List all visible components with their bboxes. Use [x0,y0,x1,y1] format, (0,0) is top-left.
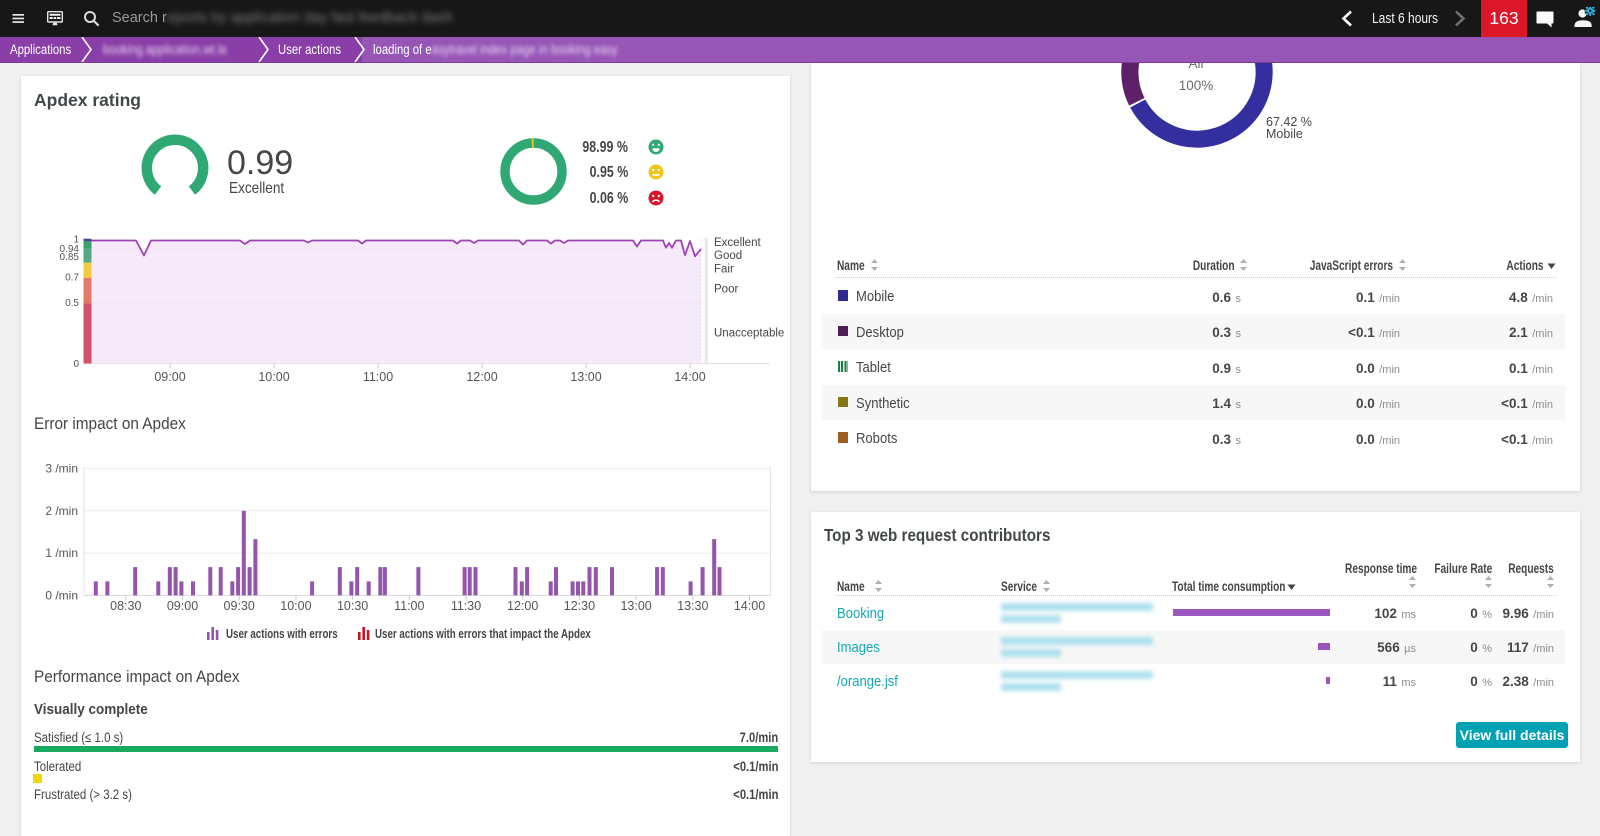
svg-text:Poor: Poor [714,284,738,296]
svg-text:11:00: 11:00 [394,599,424,613]
svg-text:12:30: 12:30 [564,599,595,613]
svg-text:10:00: 10:00 [280,599,311,613]
svg-text:14:00: 14:00 [674,370,705,384]
svg-text:0: 0 [73,359,79,370]
svg-text:Excellent: Excellent [714,237,761,249]
svg-text:11:00: 11:00 [363,370,393,384]
svg-text:12:00: 12:00 [507,599,538,613]
svg-text:Unacceptable: Unacceptable [714,328,784,340]
svg-text:09:00: 09:00 [154,370,185,384]
svg-text:0 /min: 0 /min [45,588,78,602]
svg-text:11:30: 11:30 [451,599,481,613]
svg-text:1: 1 [73,235,79,246]
svg-text:14:00: 14:00 [734,599,765,613]
svg-text:09:30: 09:30 [224,599,255,613]
svg-text:Good: Good [714,250,742,262]
svg-text:09:00: 09:00 [167,599,198,613]
svg-text:2 /min: 2 /min [45,504,78,518]
svg-text:0.94: 0.94 [60,244,80,255]
svg-text:13:30: 13:30 [677,599,708,613]
svg-text:08:30: 08:30 [110,599,141,613]
svg-text:13:00: 13:00 [620,599,651,613]
svg-text:12:00: 12:00 [466,370,497,384]
svg-text:10:30: 10:30 [337,599,368,613]
svg-text:3 /min: 3 /min [45,462,78,476]
svg-text:0.85: 0.85 [60,252,80,263]
svg-text:13:00: 13:00 [570,370,601,384]
svg-text:Fair: Fair [714,264,734,276]
svg-text:0.5: 0.5 [65,298,79,309]
svg-text:10:00: 10:00 [258,370,289,384]
svg-text:1 /min: 1 /min [45,546,78,560]
svg-text:0.7: 0.7 [65,273,79,284]
